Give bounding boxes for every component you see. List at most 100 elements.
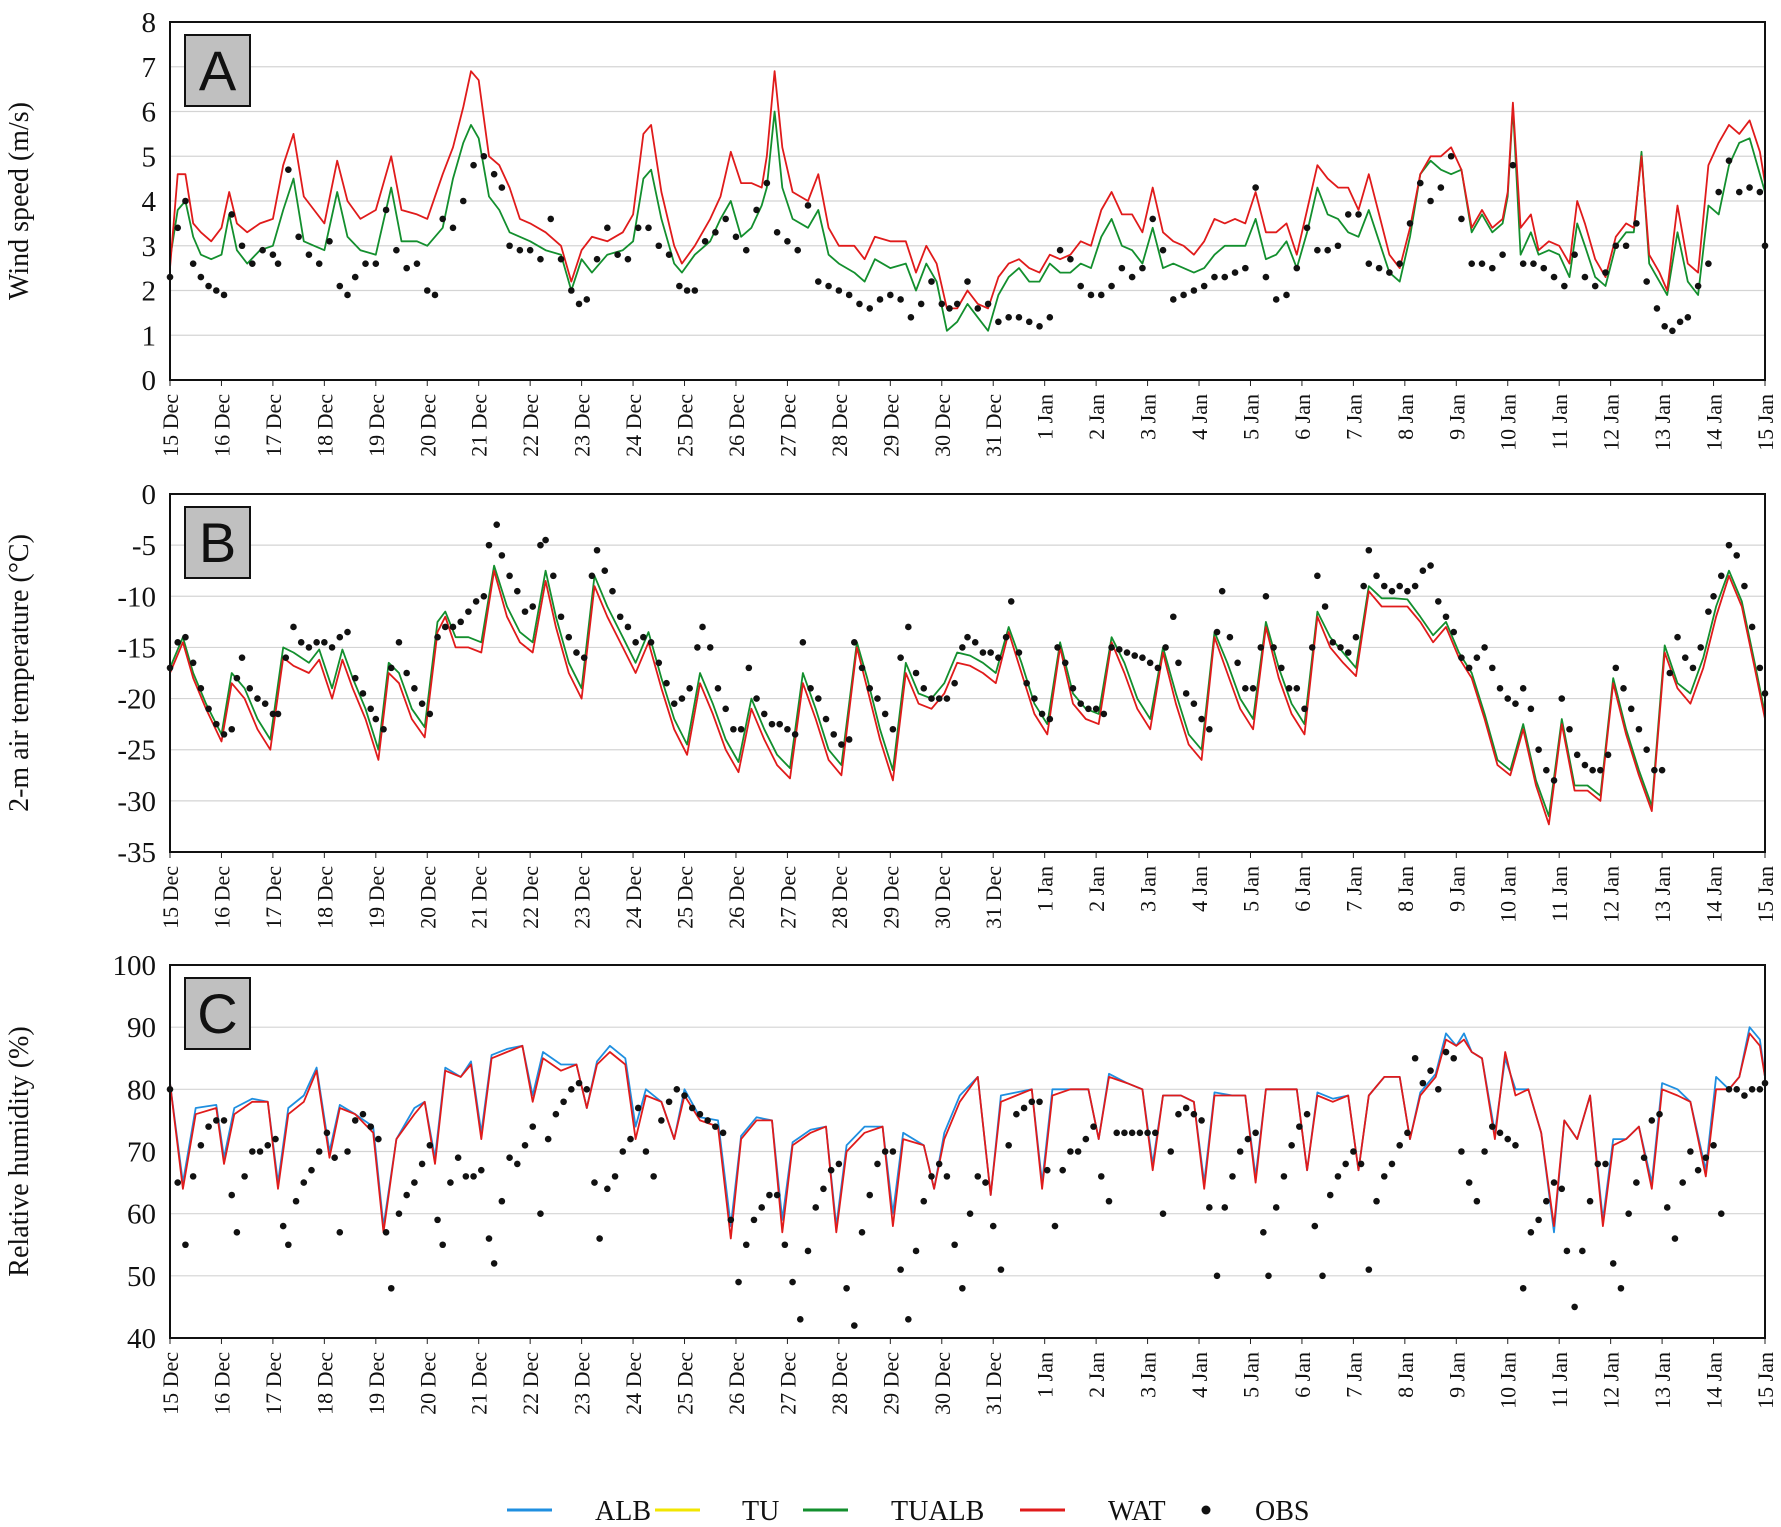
obs-point [1283, 291, 1290, 299]
y-tick-label: 6 [142, 97, 157, 129]
obs-point [359, 1110, 367, 1118]
obs-point [935, 1160, 943, 1168]
obs-point [1609, 1260, 1617, 1267]
obs-point [1128, 1129, 1136, 1137]
obs-point [804, 1247, 812, 1255]
obs-point [1355, 211, 1362, 218]
obs-point [1182, 690, 1190, 697]
obs-point [403, 1191, 410, 1199]
obs-point [326, 237, 333, 245]
obs-point [1344, 649, 1352, 656]
x-tick-label: 7 Jan [1341, 1352, 1366, 1398]
obs-point [1450, 1054, 1458, 1062]
obs-point [1633, 1179, 1640, 1186]
panel-c: 40 50 60 70 80 90 100 Relative humidity (%) 15 D… [4, 950, 1778, 1415]
obs-point [814, 695, 822, 702]
obs-point [1571, 251, 1578, 258]
obs-point [650, 1173, 657, 1180]
obs-point [1458, 1148, 1465, 1155]
obs-point [552, 1110, 560, 1118]
obs-point [634, 224, 642, 232]
x-tick-label: 25 Dec [673, 866, 698, 929]
obs-point [1496, 685, 1504, 692]
obs-point [856, 300, 863, 308]
x-tick-label: 9 Jan [1444, 1352, 1469, 1398]
obs-point [387, 664, 395, 672]
obs-point [1296, 1123, 1303, 1130]
x-tick-label: 17 Dec [261, 866, 286, 929]
obs-point [928, 278, 935, 285]
obs-point [827, 1166, 835, 1174]
legend: ALB TU TUALB WAT OBS [507, 1496, 1309, 1527]
obs-point [1427, 197, 1434, 205]
obs-point [285, 1241, 292, 1249]
obs-point [766, 1191, 773, 1199]
x-tick-label: 8 Jan [1393, 394, 1418, 440]
obs-point [182, 197, 189, 205]
obs-point [344, 628, 351, 636]
obs-point [830, 731, 838, 738]
obs-point [423, 287, 431, 294]
obs-point [238, 654, 246, 661]
obs-point [1586, 1197, 1594, 1205]
obs-point [580, 654, 588, 661]
obs-point [1396, 260, 1403, 267]
obs-point [395, 1210, 403, 1217]
y-tick-label: -35 [117, 837, 156, 869]
obs-point [1015, 314, 1023, 321]
obs-point [825, 282, 832, 290]
obs-point [609, 587, 616, 595]
panel-label: A [199, 39, 237, 102]
obs-point [1416, 179, 1424, 187]
obs-point [1131, 652, 1139, 659]
obs-point [1360, 582, 1367, 590]
obs-point [544, 1135, 552, 1143]
obs-point [619, 1148, 627, 1155]
obs-point [1213, 628, 1221, 636]
obs-point [604, 224, 611, 232]
obs-point [1108, 644, 1115, 651]
obs-point [640, 633, 647, 641]
obs-point [1252, 1129, 1259, 1137]
obs-point [1573, 751, 1581, 759]
x-tick-label: 24 Dec [621, 394, 646, 457]
obs-point [1262, 273, 1270, 281]
obs-point [197, 1141, 205, 1149]
x-tick-label: 29 Dec [878, 1352, 903, 1415]
obs-point [513, 587, 521, 595]
obs-point [807, 685, 814, 692]
x-tick-label: 15 Jan [1753, 394, 1778, 451]
obs-point [1725, 1086, 1733, 1093]
obs-point [241, 1173, 248, 1180]
obs-point [943, 1173, 951, 1180]
x-tick-label: 30 Dec [930, 1352, 955, 1415]
obs-point [737, 725, 745, 733]
x-tick-label: 19 Dec [364, 866, 389, 929]
obs-point [964, 278, 971, 285]
y-tick-label: 1 [142, 320, 157, 352]
obs-point [858, 1229, 866, 1236]
obs-point [249, 260, 256, 267]
obs-point [1272, 1204, 1280, 1211]
obs-point [1509, 161, 1517, 169]
obs-point [1221, 1204, 1229, 1211]
obs-point [1242, 685, 1249, 692]
obs-point [336, 282, 344, 290]
obs-point [866, 1191, 874, 1199]
obs-point [1028, 1098, 1036, 1106]
obs-point [213, 287, 220, 294]
obs-point [1170, 613, 1177, 621]
obs-point [1388, 587, 1396, 595]
obs-point [995, 318, 1002, 326]
obs-point [197, 273, 205, 281]
obs-point [1334, 242, 1342, 250]
obs-point [1527, 705, 1535, 713]
obs-point [722, 705, 729, 713]
obs-point [1031, 695, 1038, 702]
obs-point [851, 1322, 858, 1329]
obs-point [542, 536, 549, 544]
obs-point [470, 1173, 477, 1180]
obs-point [526, 246, 534, 254]
obs-point [359, 690, 367, 697]
obs-point [1406, 220, 1414, 227]
